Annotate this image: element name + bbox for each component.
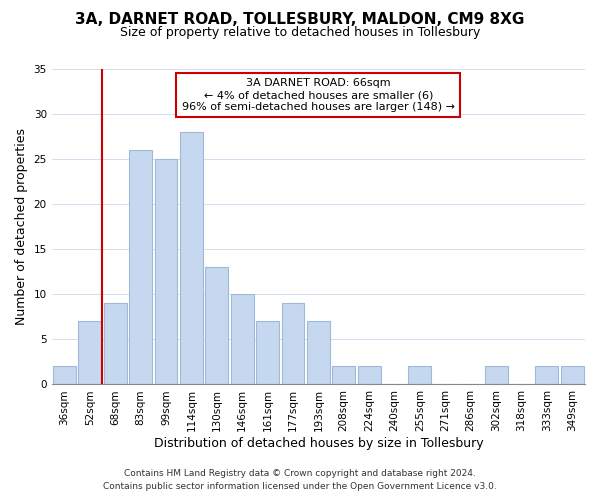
Text: 3A DARNET ROAD: 66sqm
← 4% of detached houses are smaller (6)
96% of semi-detach: 3A DARNET ROAD: 66sqm ← 4% of detached h… [182, 78, 455, 112]
Bar [129, 150, 152, 384]
Bar [104, 304, 127, 384]
Y-axis label: Number of detached properties: Number of detached properties [15, 128, 28, 325]
Bar [332, 366, 355, 384]
Bar [180, 132, 203, 384]
X-axis label: Distribution of detached houses by size in Tollesbury: Distribution of detached houses by size … [154, 437, 483, 450]
Bar [53, 366, 76, 384]
Bar [155, 159, 178, 384]
Bar [485, 366, 508, 384]
Bar [358, 366, 380, 384]
Text: 3A, DARNET ROAD, TOLLESBURY, MALDON, CM9 8XG: 3A, DARNET ROAD, TOLLESBURY, MALDON, CM9… [76, 12, 524, 28]
Bar [281, 304, 304, 384]
Bar [79, 322, 101, 384]
Text: Size of property relative to detached houses in Tollesbury: Size of property relative to detached ho… [120, 26, 480, 39]
Bar [307, 322, 330, 384]
Bar [561, 366, 584, 384]
Bar [409, 366, 431, 384]
Text: Contains HM Land Registry data © Crown copyright and database right 2024.
Contai: Contains HM Land Registry data © Crown c… [103, 469, 497, 491]
Bar [535, 366, 559, 384]
Bar [256, 322, 279, 384]
Bar [205, 268, 228, 384]
Bar [231, 294, 254, 384]
